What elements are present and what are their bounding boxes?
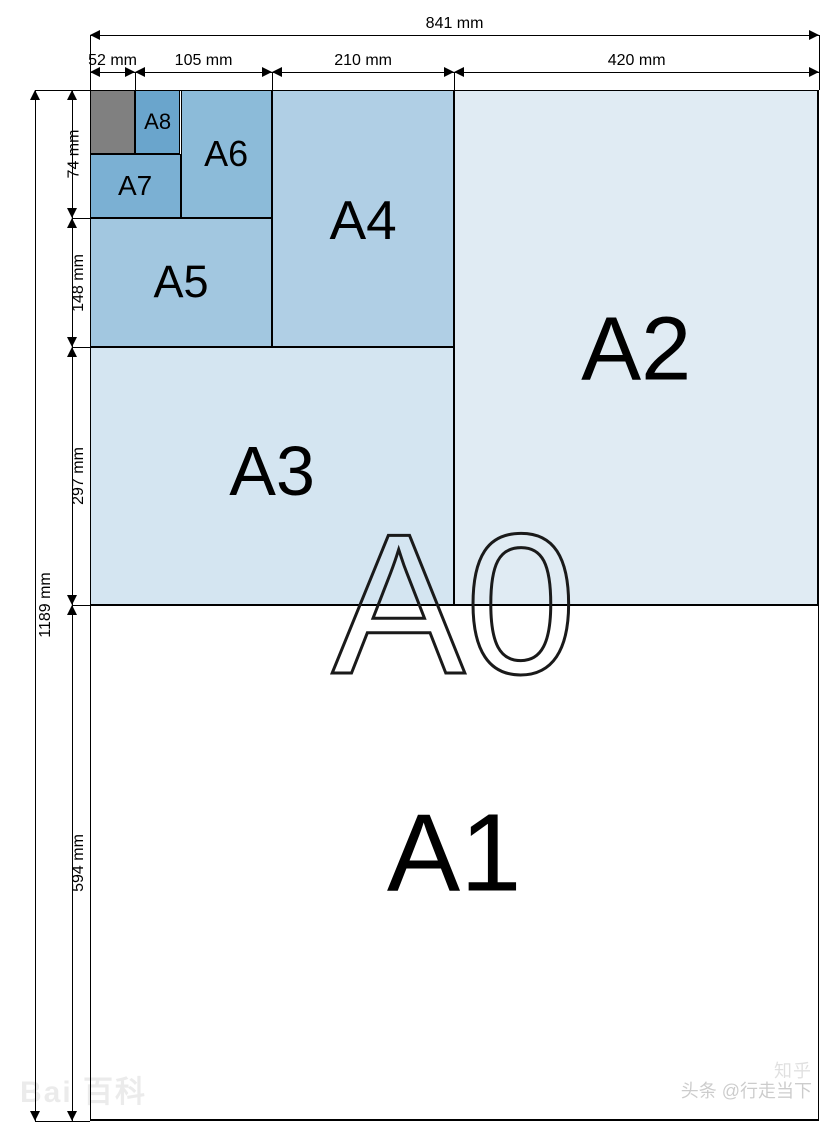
label-A7: A7 <box>118 170 152 202</box>
arrow-down-icon <box>67 595 77 605</box>
dim-text: 841 mm <box>426 15 484 33</box>
dim-tick <box>90 72 91 90</box>
dim-tick <box>72 218 90 219</box>
watermark-baidu: Bai 百科 <box>20 1067 147 1111</box>
arrow-up-icon <box>67 605 77 615</box>
arrow-left-icon <box>90 30 100 40</box>
label-A4: A4 <box>329 188 396 252</box>
arrow-down-icon <box>67 1111 77 1121</box>
dim-text: 594 mm <box>70 834 88 892</box>
dim-line-h <box>135 72 272 73</box>
dim-tick <box>72 347 90 348</box>
dim-tick <box>72 90 90 91</box>
arrow-up-icon <box>30 90 40 100</box>
dim-tick <box>72 1121 90 1122</box>
paper-A9grey <box>90 90 135 154</box>
arrow-down-icon <box>67 208 77 218</box>
arrow-left-icon <box>272 67 282 77</box>
dim-tick <box>819 72 820 90</box>
arrow-right-icon <box>262 67 272 77</box>
dim-tick <box>272 72 273 90</box>
dim-text: 74 mm <box>65 130 83 179</box>
dim-text: 52 mm <box>88 52 137 70</box>
arrow-right-icon <box>809 30 819 40</box>
label-A8: A8 <box>144 109 171 135</box>
dim-text: 297 mm <box>70 447 88 505</box>
arrow-left-icon <box>454 67 464 77</box>
dim-text: 1189 mm <box>37 573 55 639</box>
dim-tick <box>72 605 90 606</box>
arrow-down-icon <box>30 1111 40 1121</box>
label-A2: A2 <box>581 299 691 402</box>
arrow-down-icon <box>67 337 77 347</box>
dim-text: 148 mm <box>70 254 88 312</box>
arrow-up-icon <box>67 90 77 100</box>
label-A0: A0 <box>332 490 577 720</box>
arrow-up-icon <box>67 218 77 228</box>
label-A5: A5 <box>154 256 209 308</box>
dim-text: 420 mm <box>608 52 666 70</box>
dim-tick <box>135 72 136 90</box>
dim-text: 105 mm <box>175 52 233 70</box>
arrow-right-icon <box>809 67 819 77</box>
dim-line-h <box>454 72 819 73</box>
dim-tick <box>454 72 455 90</box>
label-A6: A6 <box>204 133 248 175</box>
label-A1: A1 <box>387 789 522 916</box>
diagram-stage: A0 A1 A2 A3 A4 A5 A6 A7 A8 841 mm 52 mm 105 mm 210 m… <box>0 0 836 1141</box>
arrow-left-icon <box>135 67 145 77</box>
dim-text: 210 mm <box>334 52 392 70</box>
label-A3: A3 <box>229 431 315 511</box>
watermark-toutiao: 头条 @行走当下 <box>681 1077 812 1103</box>
arrow-right-icon <box>444 67 454 77</box>
arrow-up-icon <box>67 347 77 357</box>
dim-line-h <box>90 35 819 36</box>
dim-line-h <box>272 72 454 73</box>
